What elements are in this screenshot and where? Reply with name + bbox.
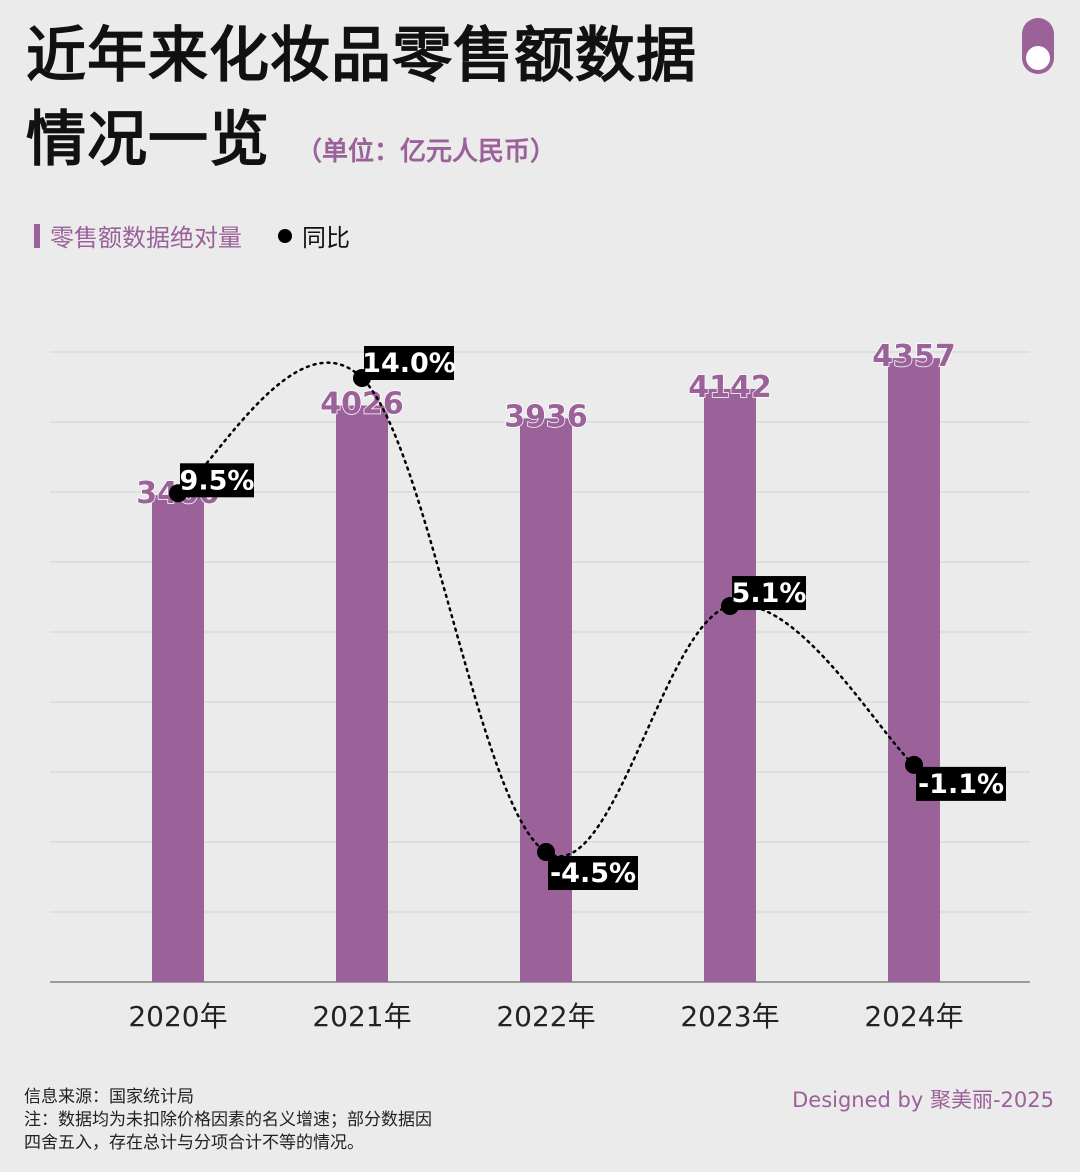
x-tick-label: 2024年 xyxy=(864,1000,963,1033)
title-line-1: 近年来化妆品零售额数据 xyxy=(26,21,697,91)
legend-dot-label: 同比 xyxy=(302,224,350,252)
page-title: 近年来化妆品零售额数据 情况一览 （单位：亿元人民币） xyxy=(26,14,697,194)
bar xyxy=(704,388,756,982)
x-tick-label: 2022年 xyxy=(496,1000,595,1033)
bar-value-label: 4357 xyxy=(872,339,956,374)
yoy-label-bg xyxy=(364,346,454,380)
x-tick-label: 2023年 xyxy=(680,1000,779,1033)
bar-value-label: 4142 xyxy=(688,370,772,405)
note-line-2: 四舍五入，存在总计与分项合计不等的情况。 xyxy=(24,1133,364,1153)
title-line-2-row: 情况一览 （单位：亿元人民币） xyxy=(26,98,697,194)
x-tick-label: 2020年 xyxy=(128,1000,227,1033)
yoy-label-bg xyxy=(916,766,1006,801)
unit-label: （单位：亿元人民币） xyxy=(296,137,557,167)
legend-bar-swatch xyxy=(34,223,40,248)
legend-bar-label: 零售额数据绝对量 xyxy=(50,224,242,252)
yoy-line xyxy=(176,361,916,858)
yoy-label-bg xyxy=(732,576,806,611)
x-tick-label: 2021年 xyxy=(312,1000,411,1033)
source-text: 信息来源：国家统计局 xyxy=(24,1087,194,1107)
bar xyxy=(888,358,940,982)
bar xyxy=(520,418,572,982)
yoy-label: 14.0% xyxy=(362,348,456,379)
note-line-1: 注：数据均为未扣除价格因素的名义增速；部分数据因 xyxy=(24,1110,432,1130)
legend-dot-swatch xyxy=(278,228,292,243)
brand-logo-icon xyxy=(1022,18,1054,74)
chart-legend: 零售额数据绝对量 同比 xyxy=(34,218,350,253)
yoy-label-bg xyxy=(548,856,638,890)
yoy-label: -4.5% xyxy=(550,858,636,889)
yoy-label: 9.5% xyxy=(180,465,255,496)
bar-value-label: 4026 xyxy=(320,387,404,422)
footer-notes: 信息来源：国家统计局 注：数据均为未扣除价格因素的名义增速；部分数据因 四舍五入… xyxy=(24,1086,432,1155)
bar xyxy=(152,495,204,982)
bar xyxy=(336,405,388,982)
yoy-label-bg xyxy=(180,463,254,498)
chart: 340040263936414243572020年2021年2022年2023年… xyxy=(50,338,1030,1033)
bar-value-label: 3936 xyxy=(504,399,588,434)
yoy-label: -1.1% xyxy=(918,769,1004,800)
yoy-label: 5.1% xyxy=(732,578,807,609)
title-line-2: 情况一览 xyxy=(26,105,270,175)
credit-text: Designed by 聚美丽-2025 xyxy=(792,1088,1054,1112)
